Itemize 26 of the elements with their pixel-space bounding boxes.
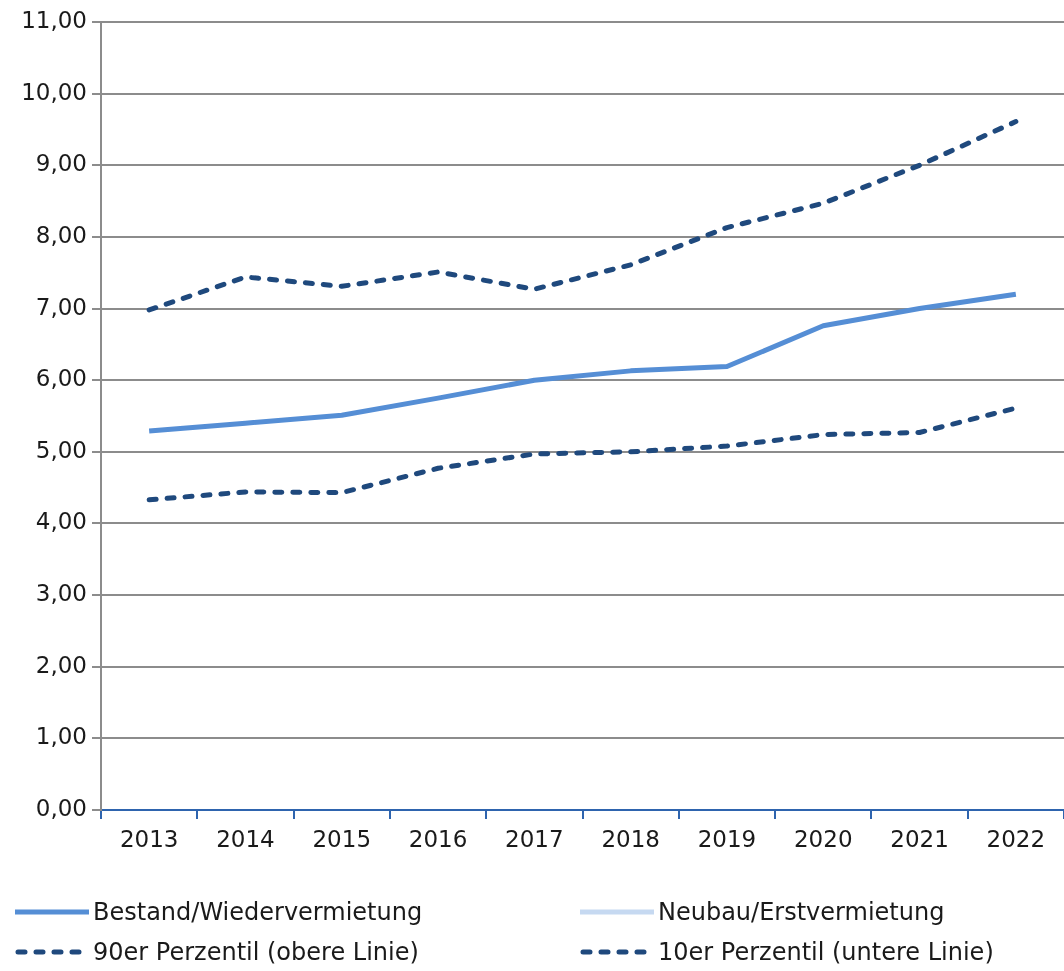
x-tick-label: 2014 xyxy=(216,825,275,852)
x-tick-label: 2022 xyxy=(986,825,1046,852)
y-tick-label: 11,00 xyxy=(21,6,87,33)
y-tick-label: 9,00 xyxy=(35,150,87,177)
y-tick-label: 10,00 xyxy=(21,78,87,105)
y-tick-label: 1,00 xyxy=(35,723,87,750)
legend-label: Bestand/Wiedervermietung xyxy=(93,898,423,926)
x-tick-label: 2013 xyxy=(119,825,179,852)
legend-label: 10er Perzentil (untere Linie) xyxy=(658,938,994,966)
y-tick-label: 8,00 xyxy=(35,221,87,248)
y-tick-label: 6,00 xyxy=(35,365,87,392)
legend-label: 90er Perzentil (obere Linie) xyxy=(93,938,419,966)
x-tick-label: 2019 xyxy=(697,825,757,852)
y-tick-label: 7,00 xyxy=(35,293,87,320)
y-tick-label: 3,00 xyxy=(35,580,87,607)
x-tick-label: 2015 xyxy=(312,825,372,852)
x-tick-label: 2018 xyxy=(601,825,660,852)
x-tick-label: 2021 xyxy=(890,825,949,852)
x-tick-label: 2017 xyxy=(505,825,564,852)
legend-label: Neubau/Erstvermietung xyxy=(658,898,945,926)
y-tick-label: 5,00 xyxy=(35,436,87,463)
x-tick-label: 2016 xyxy=(408,825,468,852)
y-tick-label: 2,00 xyxy=(35,651,87,678)
x-tick-label: 2020 xyxy=(793,825,853,852)
y-tick-label: 0,00 xyxy=(35,794,87,821)
y-tick-label: 4,00 xyxy=(35,508,87,535)
